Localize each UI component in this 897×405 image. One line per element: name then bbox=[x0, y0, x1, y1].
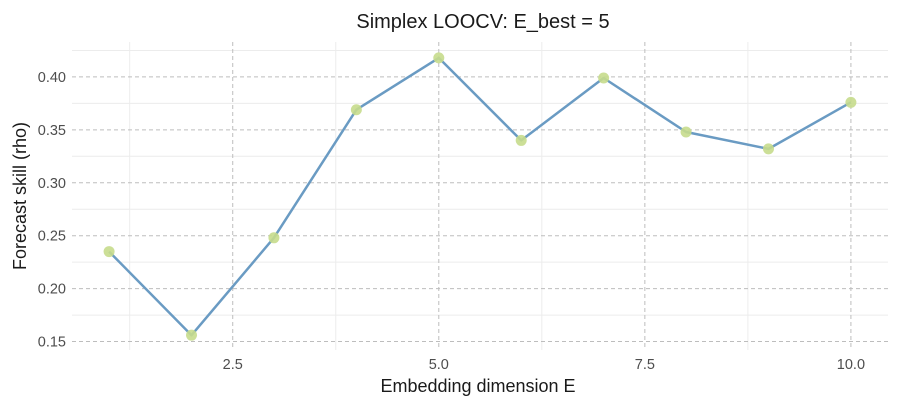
data-point bbox=[762, 143, 774, 155]
x-tick-label: 5.0 bbox=[429, 357, 449, 373]
data-point bbox=[680, 126, 692, 138]
series-points-group bbox=[103, 52, 857, 341]
data-point bbox=[845, 96, 857, 108]
data-point bbox=[103, 246, 115, 258]
major-grid bbox=[72, 42, 888, 350]
data-point bbox=[515, 134, 527, 146]
y-axis-label: Forecast skill (rho) bbox=[10, 122, 30, 270]
y-tick-label: 0.15 bbox=[38, 335, 66, 351]
y-tick-label: 0.40 bbox=[38, 70, 66, 86]
x-tick-label: 10.0 bbox=[837, 357, 865, 373]
minor-grid bbox=[72, 42, 888, 350]
x-tick-label: 7.5 bbox=[635, 357, 655, 373]
x-axis-tick-labels: 2.5 5.0 7.5 10.0 bbox=[223, 357, 865, 373]
y-tick-label: 0.35 bbox=[38, 123, 66, 139]
data-point bbox=[433, 52, 445, 64]
y-tick-label: 0.30 bbox=[38, 176, 66, 192]
y-tick-label: 0.20 bbox=[38, 282, 66, 298]
data-point bbox=[268, 232, 280, 244]
x-axis-label: Embedding dimension E bbox=[380, 376, 575, 396]
y-tick-label: 0.25 bbox=[38, 229, 66, 245]
data-point bbox=[350, 104, 362, 116]
data-point bbox=[186, 329, 198, 341]
x-tick-label: 2.5 bbox=[223, 357, 243, 373]
y-axis-tick-labels: 0.15 0.20 0.25 0.30 0.35 0.40 bbox=[38, 70, 66, 351]
series-line-group bbox=[108, 56, 852, 337]
series-line bbox=[108, 56, 852, 337]
data-point bbox=[598, 72, 610, 84]
chart-title: Simplex LOOCV: E_best = 5 bbox=[356, 11, 609, 33]
